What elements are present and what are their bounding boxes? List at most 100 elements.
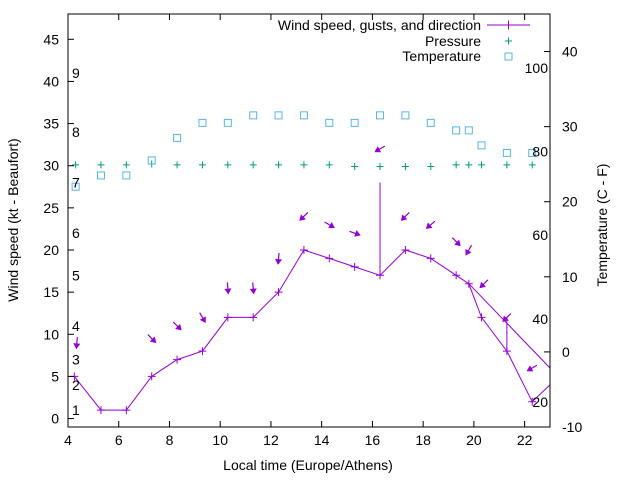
legend-entry-pressure: Pressure <box>425 33 481 49</box>
wind-speed-point <box>249 313 258 322</box>
wind-direction-arrow <box>374 145 386 153</box>
wind-speed-point <box>401 246 410 254</box>
beaufort-label: 5 <box>72 267 80 283</box>
pressure-point <box>122 161 130 169</box>
y2-tick-label: 40 <box>562 44 578 60</box>
y-tick-label: 40 <box>43 73 59 89</box>
wind-arrow-head <box>73 343 81 350</box>
pressure-point <box>325 161 333 169</box>
beaufort-label: 2 <box>72 377 80 393</box>
legend-swatch-pressure <box>505 37 512 45</box>
wind-speed-point <box>426 254 435 263</box>
wind-speed-point <box>274 288 283 297</box>
wind-arrow-head <box>224 288 232 295</box>
pressure-point <box>198 161 206 169</box>
temperature-point <box>274 111 283 120</box>
y2-tick-label: 20 <box>562 194 578 210</box>
wind-speed-point <box>464 279 473 288</box>
y2-tick-label: -10 <box>562 419 582 435</box>
legend-entry-wind: Wind speed, gusts, and direction <box>278 17 481 33</box>
wind-arrow-head <box>354 230 361 237</box>
temperature-point <box>173 133 182 142</box>
wind-arrow-head <box>454 239 461 247</box>
wind-speed-point <box>198 347 207 356</box>
wind-arrow-head <box>400 214 408 221</box>
wind-direction-arrow <box>275 252 282 265</box>
x-tick-label: 10 <box>212 432 228 448</box>
temperature-point <box>426 118 435 127</box>
pressure-point <box>465 161 473 169</box>
pressure-point <box>478 161 486 169</box>
wind-speed-point <box>325 254 334 263</box>
wind-speed-line <box>73 249 551 411</box>
y2-tick-label: 0 <box>562 344 570 360</box>
y-tick-label: 45 <box>43 31 59 47</box>
wind-arrow-head <box>275 258 282 265</box>
pressure-point <box>300 161 308 169</box>
temperature-point <box>502 148 511 157</box>
temperature-point <box>223 118 232 127</box>
wind-speed-point <box>96 406 105 415</box>
wind-gust-trend <box>468 283 551 369</box>
temperature-point <box>122 171 131 180</box>
wind-speed-point <box>528 397 537 406</box>
wind-direction-arrow <box>349 230 361 237</box>
fahrenheit-label: 60 <box>532 227 548 243</box>
legend-entry-temperature: Temperature <box>402 48 481 64</box>
wind-arrow-head <box>175 323 182 331</box>
wind-direction-arrow <box>224 282 232 295</box>
temperature-point <box>477 141 486 150</box>
wind-direction-arrow <box>425 220 436 229</box>
beaufort-label: 6 <box>72 225 80 241</box>
wind-speed-point <box>122 406 131 415</box>
beaufort-label: 9 <box>72 65 80 81</box>
temperature-point <box>71 182 80 191</box>
x-tick-label: 22 <box>517 432 533 448</box>
fahrenheit-label: 100 <box>525 60 549 76</box>
temperature-point <box>147 156 156 165</box>
pressure-point <box>376 163 384 171</box>
wind-direction-arrow <box>479 279 489 289</box>
wind-arrow-head <box>199 316 206 324</box>
y-tick-label: 5 <box>51 368 59 384</box>
x-tick-label: 12 <box>263 432 279 448</box>
temperature-point <box>325 118 334 127</box>
temperature-point <box>464 126 473 135</box>
wind-arrow-head <box>425 222 433 229</box>
pressure-point <box>97 161 105 169</box>
fahrenheit-label: 20 <box>532 394 548 410</box>
x-tick-label: 18 <box>415 432 431 448</box>
x-tick-label: 4 <box>64 432 72 448</box>
wind-direction-arrow <box>502 313 512 322</box>
y-tick-label: 15 <box>43 284 59 300</box>
beaufort-label: 8 <box>72 124 80 140</box>
y2-tick-label: 30 <box>562 119 578 135</box>
y-tick-label: 35 <box>43 116 59 132</box>
y-tick-label: 20 <box>43 242 59 258</box>
wind-arrow-head <box>249 288 257 295</box>
temperature-point <box>376 111 385 120</box>
wind-direction-arrow <box>147 334 157 344</box>
wind-direction-arrow <box>249 282 257 295</box>
x-tick-label: 6 <box>115 432 123 448</box>
wind-arrow-head <box>374 146 382 153</box>
legend-swatch-temperature <box>504 52 513 61</box>
y-tick-label: 10 <box>43 326 59 342</box>
beaufort-label: 1 <box>72 402 80 418</box>
wind-arrow-head <box>149 336 157 344</box>
wind-arrow-head <box>502 315 509 322</box>
pressure-point <box>224 161 232 169</box>
y-tick-label: 30 <box>43 158 59 174</box>
temperature-point <box>96 171 105 180</box>
wind-direction-arrow <box>526 364 538 372</box>
beaufort-label: 4 <box>72 318 80 334</box>
pressure-point <box>528 161 536 169</box>
temperature-point <box>452 126 461 135</box>
temperature-point <box>350 118 359 127</box>
x-axis-label: Local time (Europe/Athens) <box>223 457 393 473</box>
y-axis-label: Wind speed (kt - Beaufort) <box>5 138 21 301</box>
plot-frame <box>67 13 551 428</box>
wind-arrow-head <box>328 222 335 229</box>
x-tick-label: 8 <box>166 432 174 448</box>
